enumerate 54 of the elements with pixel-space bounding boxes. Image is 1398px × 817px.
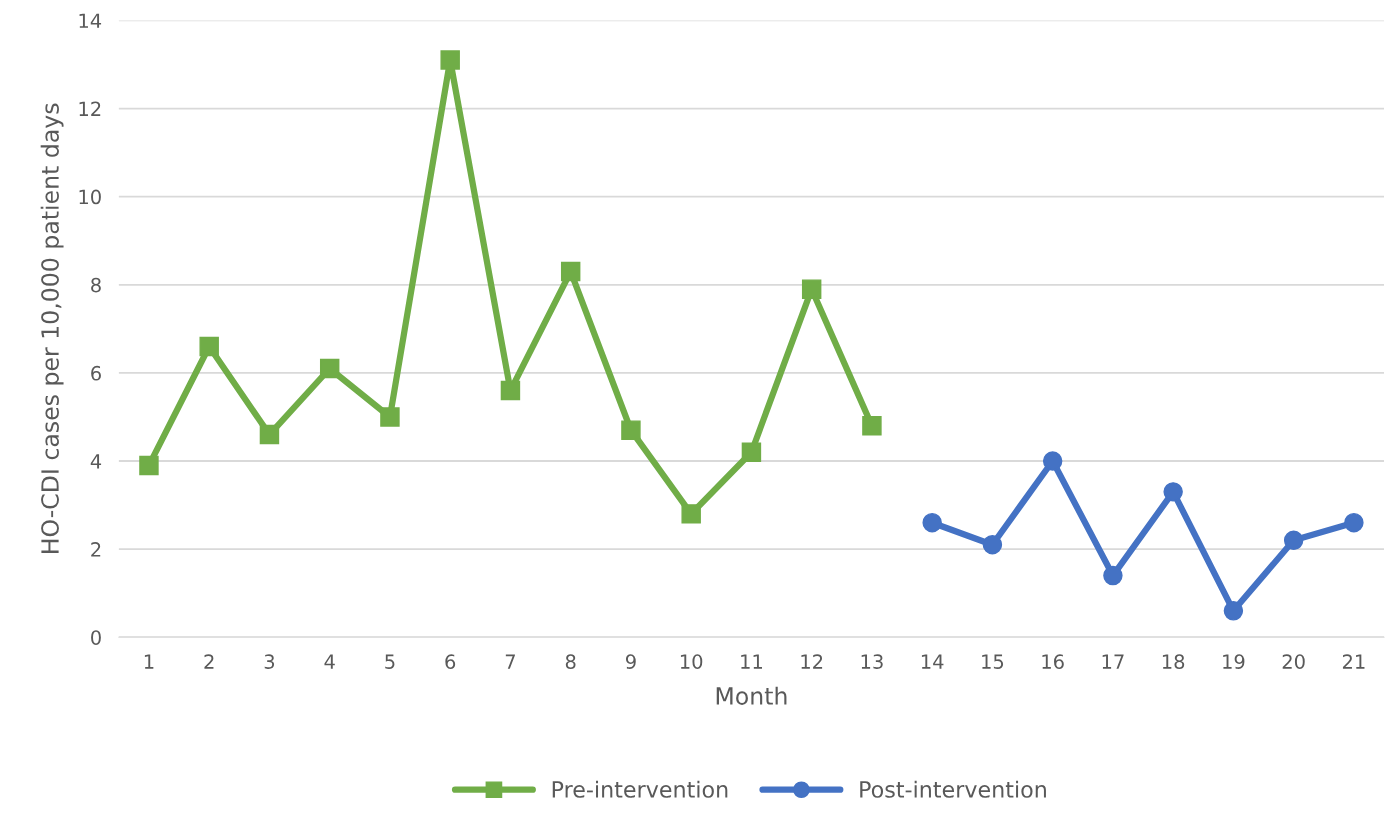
point (741, 442, 762, 462)
x-tick-label: 5 (385, 654, 395, 669)
x-tick-label: 19 (1223, 654, 1245, 669)
x-tick-label: 8 (565, 654, 576, 669)
x-tick-label: 7 (505, 654, 515, 669)
point (560, 261, 581, 282)
point (1223, 601, 1244, 621)
point (1103, 565, 1123, 586)
point (681, 504, 701, 524)
point (199, 336, 219, 357)
point (319, 358, 340, 379)
y-tick-label: 14 (79, 13, 102, 28)
x-tick-label: 20 (1282, 654, 1305, 669)
y-tick-label: 0 (91, 630, 101, 645)
point (922, 512, 942, 533)
x-tick-label: 21 (1342, 654, 1365, 669)
x-tick-label: 3 (264, 654, 275, 669)
x-tick-label: 11 (741, 654, 762, 669)
point (621, 420, 641, 440)
x-tick-label: 14 (921, 654, 944, 669)
y-tick-label: 10 (79, 189, 101, 205)
y-axis-title: HO-CDI cases per 10,000 patient days (40, 103, 64, 553)
x-tick-label: 9 (625, 654, 636, 669)
x-tick-label: 16 (1042, 654, 1064, 669)
point (862, 416, 882, 436)
x-axis-title: Month (716, 686, 787, 705)
point (982, 535, 1003, 555)
point (1042, 451, 1063, 471)
y-tick-label: 12 (79, 101, 101, 116)
x-tick-label: 2 (204, 654, 214, 669)
point (1283, 530, 1304, 551)
point (380, 407, 400, 427)
point (139, 455, 159, 476)
x-tick-label: 15 (982, 654, 1004, 669)
point (440, 50, 460, 70)
x-tick-label: 12 (801, 654, 823, 669)
x-tick-label: 1 (144, 654, 154, 669)
y-tick-label: 2 (91, 542, 101, 557)
y-tick-label: 6 (91, 365, 101, 381)
x-tick-label: 18 (1162, 654, 1185, 669)
point (1344, 512, 1364, 533)
point (801, 279, 822, 299)
x-tick-label: 4 (324, 654, 335, 669)
x-tick-label: 13 (861, 654, 883, 669)
legend-label: Pre-intervention (552, 780, 728, 798)
y-tick-label: 8 (91, 277, 101, 293)
point (259, 424, 280, 445)
point (1163, 482, 1183, 502)
x-tick-label: 10 (680, 654, 703, 669)
y-tick-label: 4 (90, 454, 102, 469)
point (500, 380, 521, 401)
legend-label: Post-intervention (860, 780, 1046, 798)
x-tick-label: 17 (1102, 654, 1124, 669)
x-tick-label: 6 (445, 654, 456, 669)
